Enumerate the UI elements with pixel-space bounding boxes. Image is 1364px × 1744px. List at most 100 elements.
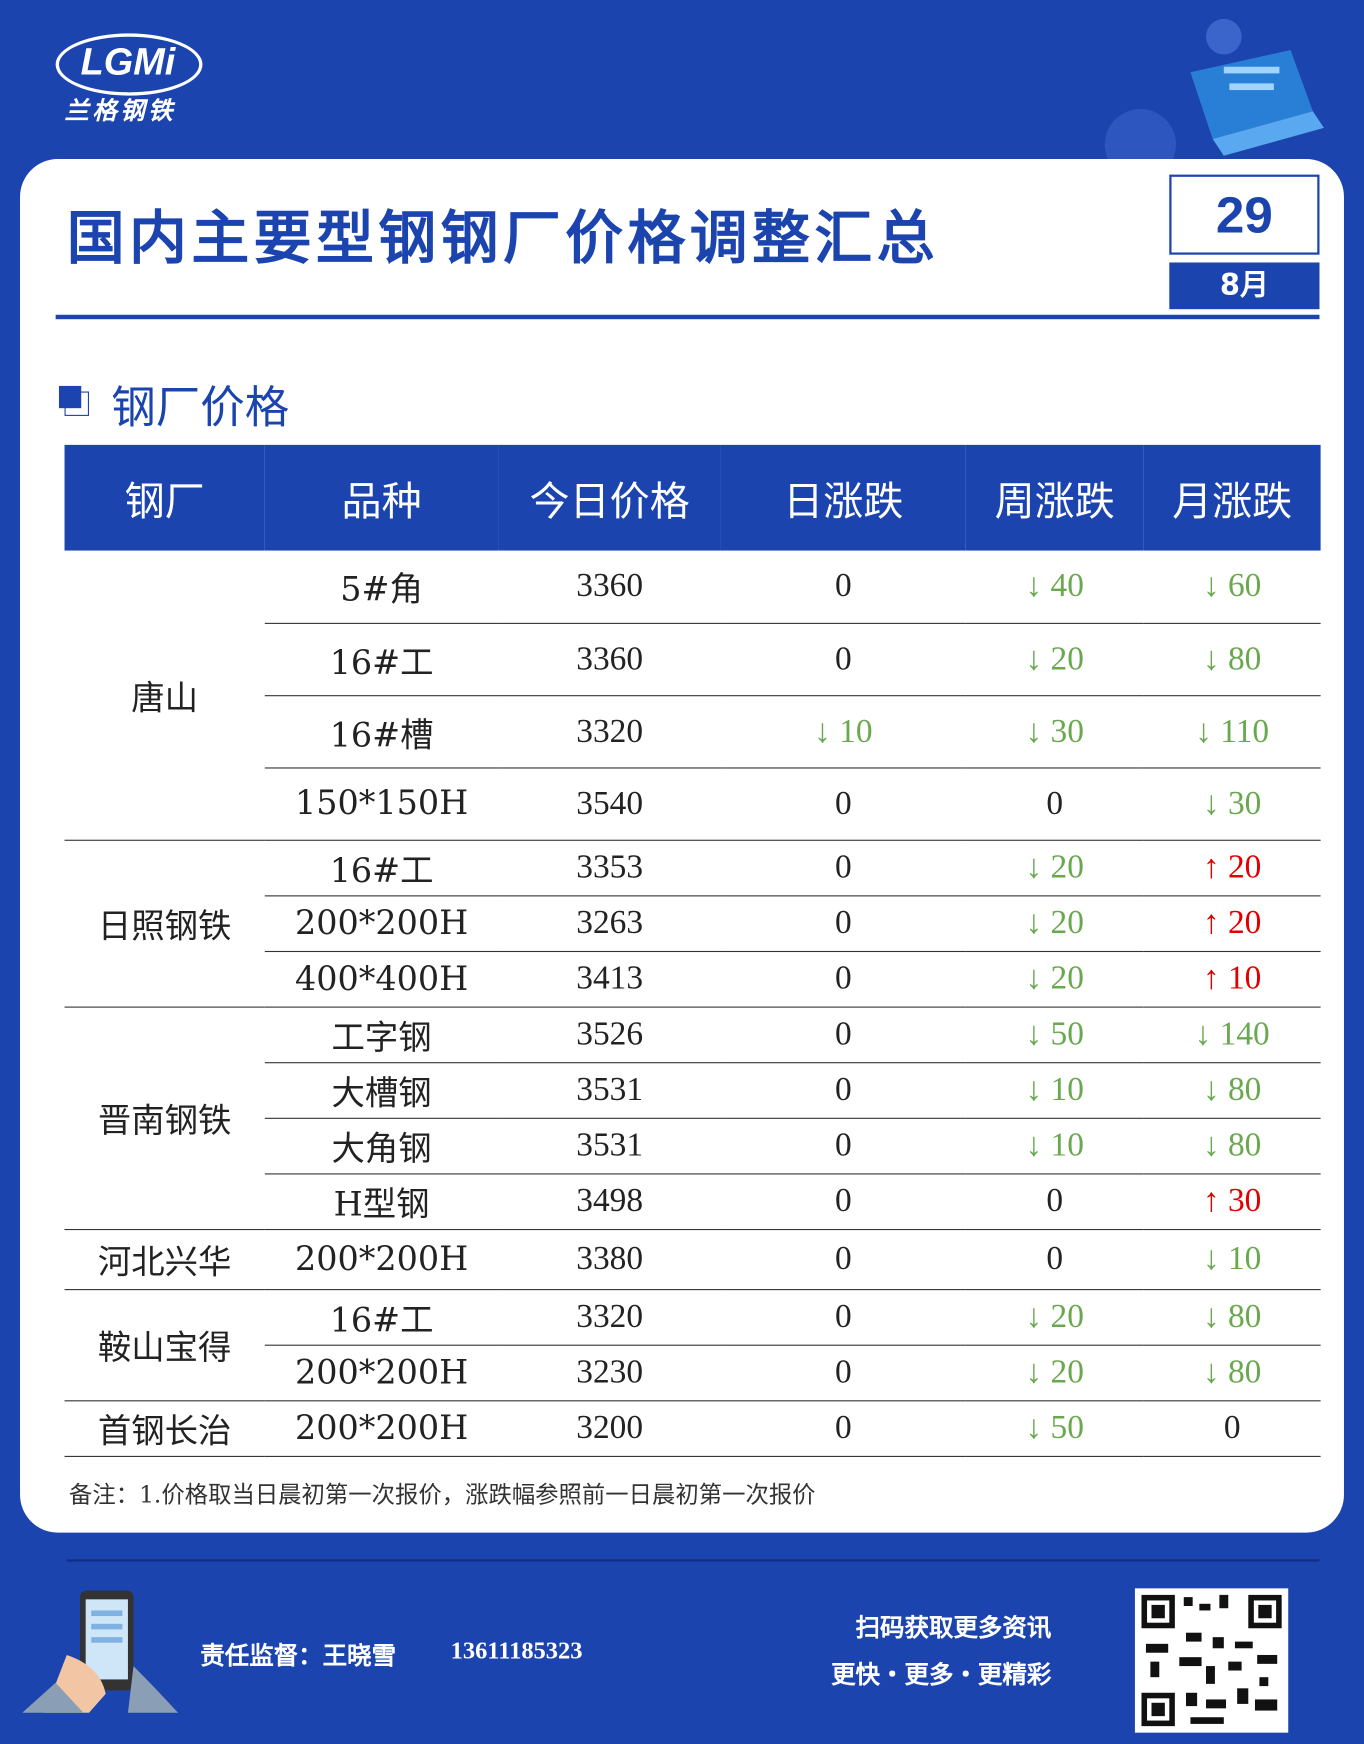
header-cell: 钢厂 bbox=[64, 444, 265, 551]
header-cell: 日涨跌 bbox=[720, 444, 966, 551]
cell-text: 3353 bbox=[576, 848, 644, 886]
brand: 兰格钢铁 bbox=[64, 96, 176, 126]
price-cell: 3320 bbox=[498, 695, 721, 768]
price-cell: 3353 bbox=[498, 839, 721, 896]
price-cell: 3531 bbox=[498, 1062, 721, 1119]
change-cell: ↓ 20 bbox=[965, 950, 1144, 1008]
change-cell: 0 bbox=[720, 622, 966, 696]
cell-text: 0 bbox=[834, 1015, 852, 1053]
cell-text: ↓ 80 bbox=[1202, 1071, 1262, 1108]
cell-text: 0 bbox=[834, 1409, 852, 1446]
cell-text: 3230 bbox=[576, 1353, 644, 1391]
date-month: 8月 bbox=[1169, 262, 1320, 310]
cell-text: 0 bbox=[1223, 1409, 1241, 1446]
footer-rule bbox=[66, 1559, 1320, 1562]
cell-text: ↓ 80 bbox=[1202, 1126, 1262, 1164]
change-cell: ↓ 10 bbox=[965, 1062, 1144, 1119]
cell-text: 150*150H bbox=[295, 784, 469, 824]
mill-cell: 唐山 bbox=[64, 550, 265, 841]
change-cell: ↓ 80 bbox=[1143, 622, 1321, 696]
change-cell: 0 bbox=[720, 950, 966, 1008]
price-cell: 3360 bbox=[498, 622, 721, 696]
logo: LGMi bbox=[80, 41, 176, 84]
cell-text: 16#工 bbox=[329, 851, 434, 891]
cell-text: 3320 bbox=[576, 712, 644, 750]
header-cell: 月涨跌 bbox=[1143, 444, 1321, 551]
cell-text: ↓ 140 bbox=[1194, 1015, 1270, 1053]
change-cell: ↓ 80 bbox=[1143, 1344, 1321, 1401]
product-cell: 5#角 bbox=[264, 550, 499, 624]
change-cell: 0 bbox=[720, 1006, 966, 1063]
cell-text: 0 bbox=[834, 1071, 852, 1108]
change-cell: ↓ 20 bbox=[965, 1344, 1144, 1401]
cell-text: ↓ 10 bbox=[814, 712, 873, 750]
title: 国内主要型钢钢厂价格调整汇总 bbox=[66, 205, 940, 273]
cell-text: 0 bbox=[834, 904, 852, 941]
slogan: 更快・更多・更精彩 bbox=[831, 1660, 1052, 1690]
change-cell: ↓ 20 bbox=[965, 839, 1144, 896]
date-day: 29 bbox=[1169, 174, 1320, 255]
price-cell: 3526 bbox=[498, 1006, 721, 1063]
section-icon bbox=[58, 385, 82, 409]
change-cell: 0 bbox=[720, 895, 966, 952]
cell-text: 3360 bbox=[576, 567, 644, 605]
table-row: 河北兴华 200*200H 3380 0 0 ↓ 10 bbox=[64, 1228, 1321, 1290]
cell-text: ↑ 30 bbox=[1202, 1182, 1262, 1219]
table-row: 大槽钢 3531 0 ↓ 10 ↓ 80 bbox=[65, 1062, 1321, 1119]
mill-cell: 晋南钢铁 bbox=[64, 1006, 265, 1230]
product-cell: 200*200H bbox=[264, 1228, 499, 1290]
table-row: 16#工 3360 0 ↓ 20 ↓ 80 bbox=[65, 622, 1321, 696]
cell-text: 0 bbox=[834, 1297, 852, 1335]
decoration bbox=[1104, 18, 1324, 173]
change-cell: ↓ 140 bbox=[1143, 1006, 1321, 1063]
cell-text: 200*200H bbox=[295, 1352, 469, 1392]
change-cell: ↓ 20 bbox=[965, 895, 1144, 952]
header-cell: 品种 bbox=[264, 444, 499, 551]
cell-text: 3413 bbox=[576, 959, 644, 997]
cell-text: 16#槽 bbox=[329, 715, 434, 755]
cell-text: 大槽钢 bbox=[331, 1074, 432, 1114]
mill-cell: 河北兴华 bbox=[64, 1228, 265, 1290]
product-cell: 400*400H bbox=[264, 950, 499, 1008]
cell-text: ↑ 20 bbox=[1202, 904, 1262, 941]
qr-code bbox=[1134, 1588, 1289, 1733]
cell-text: ↓ 80 bbox=[1202, 1297, 1262, 1335]
product-cell: 16#工 bbox=[264, 1289, 499, 1346]
product-cell: 200*200H bbox=[264, 1400, 499, 1457]
price-cell: 3320 bbox=[498, 1289, 721, 1346]
change-cell: 0 bbox=[720, 767, 966, 841]
change-cell: ↓ 10 bbox=[720, 695, 966, 768]
product-cell: 16#工 bbox=[264, 622, 499, 696]
product-cell: 200*200H bbox=[264, 1344, 499, 1401]
product-cell: H型钢 bbox=[264, 1173, 499, 1230]
cell-text: 200*200H bbox=[295, 903, 469, 943]
change-cell: 0 bbox=[720, 1400, 966, 1457]
price-cell: 3200 bbox=[498, 1400, 721, 1457]
cell-text: ↓ 60 bbox=[1202, 567, 1262, 605]
cell-text: 3526 bbox=[576, 1015, 644, 1053]
cell-text: ↓ 80 bbox=[1202, 1353, 1262, 1391]
table-row: 400*400H 3413 0 ↓ 20 ↑ 10 bbox=[65, 950, 1321, 1008]
cell-text: 0 bbox=[834, 640, 852, 677]
price-cell: 3263 bbox=[498, 895, 721, 952]
cell-text: ↓ 80 bbox=[1202, 640, 1262, 677]
product-cell: 大槽钢 bbox=[264, 1062, 499, 1119]
cell-text: 3320 bbox=[576, 1297, 644, 1335]
cell-text: 3531 bbox=[576, 1071, 644, 1108]
cell-text: ↓ 10 bbox=[1025, 1071, 1084, 1108]
change-cell: 0 bbox=[720, 1062, 966, 1119]
cell-text: ↑ 20 bbox=[1202, 848, 1262, 886]
change-cell: ↓ 10 bbox=[965, 1117, 1144, 1174]
change-cell: ↑ 10 bbox=[1143, 950, 1321, 1008]
cell-text: ↓ 110 bbox=[1195, 712, 1270, 750]
change-cell: ↓ 10 bbox=[1143, 1228, 1321, 1290]
table-row: 鞍山宝得 16#工 3320 0 ↓ 20 ↓ 80 bbox=[64, 1289, 1321, 1401]
cell-text: 0 bbox=[1046, 1182, 1064, 1219]
cell-text: 工字钢 bbox=[331, 1018, 432, 1058]
cell-text: 0 bbox=[834, 1240, 852, 1277]
table-row: 16#槽 3320 ↓ 10 ↓ 30 ↓ 110 bbox=[65, 695, 1321, 768]
cell-text: ↓ 20 bbox=[1025, 1353, 1084, 1391]
mill-cell: 鞍山宝得 bbox=[64, 1289, 265, 1401]
change-cell: 0 bbox=[965, 1228, 1144, 1290]
